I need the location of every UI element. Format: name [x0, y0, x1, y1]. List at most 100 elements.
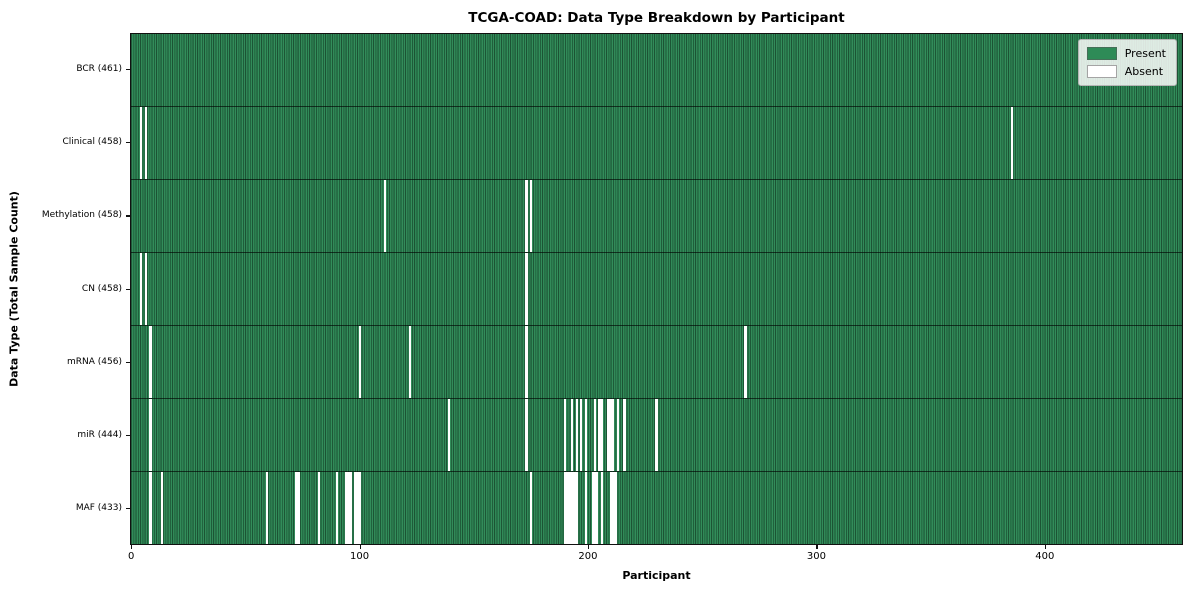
absent-stripe — [623, 399, 626, 471]
absent-stripe — [593, 399, 597, 471]
absent-stripe — [525, 253, 528, 325]
y-tick-label: CN (458) — [81, 283, 122, 294]
absent-stripe — [571, 472, 574, 544]
absent-stripe — [596, 472, 599, 544]
absent-stripe — [1011, 107, 1014, 179]
absent-stripe — [598, 399, 601, 471]
absent-stripe — [744, 326, 747, 398]
heatmap-row-MAF — [131, 472, 1182, 544]
absent-stripe — [160, 472, 163, 544]
x-tick-mark — [359, 545, 361, 549]
plot-area — [130, 33, 1183, 545]
x-tick-mark — [587, 545, 590, 549]
x-tick-mark — [1044, 545, 1046, 549]
x-tick-label: 400 — [1035, 551, 1055, 562]
y-tick-label: Clinical (458) — [62, 137, 122, 148]
absent-stripe — [345, 472, 348, 544]
absent-stripe — [149, 326, 152, 398]
absent-stripe — [571, 399, 574, 471]
absent-stripe — [358, 472, 362, 544]
absent-stripe — [529, 472, 533, 544]
absent-stripe — [525, 399, 528, 471]
absent-stripe — [140, 107, 143, 179]
absent-stripe — [612, 399, 615, 471]
absent-stripe — [566, 472, 569, 544]
legend-label: Present — [1124, 47, 1166, 60]
absent-stripe — [295, 472, 298, 544]
heatmap-row-Methylation — [131, 180, 1182, 253]
absent-stripe — [564, 472, 567, 544]
y-tick-label: MAF (433) — [75, 502, 122, 513]
y-tick-label: BCR (461) — [76, 64, 122, 75]
y-tick-mark — [126, 142, 130, 144]
absent-stripe — [525, 180, 528, 252]
x-axis-label: Participant — [622, 569, 691, 582]
heatmap-row-Clinical — [131, 107, 1182, 180]
absent-stripe — [347, 472, 350, 544]
absent-stripe — [568, 472, 571, 544]
x-tick-label: 300 — [806, 551, 826, 562]
heatmap-row-miR — [131, 399, 1182, 472]
absent-stripe — [349, 472, 353, 544]
absent-stripe — [297, 472, 300, 544]
absent-stripe — [575, 399, 578, 471]
x-tick-mark — [816, 545, 818, 549]
legend-entry-absent: Absent — [1086, 65, 1166, 78]
absent-stripe — [384, 180, 387, 252]
absent-stripe — [591, 472, 594, 544]
y-tick-mark — [126, 507, 130, 510]
absent-stripe — [140, 253, 143, 325]
absent-stripe — [525, 326, 528, 398]
heatmap-row-BCR — [131, 34, 1182, 107]
absent-stripe — [584, 472, 587, 544]
absent-stripe — [575, 472, 578, 544]
y-tick-mark — [126, 288, 130, 290]
absent-stripe — [600, 472, 603, 544]
absent-stripe — [607, 399, 610, 471]
absent-stripe — [655, 399, 658, 471]
x-tick-label: 0 — [127, 551, 135, 562]
absent-stripe — [447, 399, 451, 471]
legend: Present Absent — [1077, 39, 1177, 86]
absent-stripe — [593, 472, 597, 544]
absent-stripe — [616, 399, 619, 471]
legend-entry-present: Present — [1086, 47, 1166, 60]
absent-stripe — [149, 472, 152, 544]
absent-swatch-icon — [1086, 65, 1117, 78]
x-tick-label: 100 — [350, 551, 370, 562]
absent-stripe — [336, 472, 339, 544]
absent-stripe — [409, 326, 412, 398]
absent-stripe — [573, 472, 576, 544]
heatmap-row-CN — [131, 253, 1182, 326]
y-tick-mark — [126, 361, 130, 363]
y-tick-label: miR (444) — [77, 429, 122, 440]
y-tick-label: mRNA (456) — [67, 356, 122, 367]
chart-title: TCGA-COAD: Data Type Breakdown by Partic… — [468, 10, 845, 26]
absent-stripe — [356, 472, 359, 544]
legend-label: Absent — [1124, 65, 1164, 78]
y-tick-label: Methylation (458) — [41, 210, 122, 221]
absent-stripe — [265, 472, 268, 544]
absent-stripe — [580, 399, 583, 471]
absent-stripe — [600, 399, 603, 471]
absent-stripe — [584, 399, 587, 471]
absent-stripe — [612, 472, 615, 544]
heatmap-row-mRNA — [131, 326, 1182, 399]
absent-stripe — [354, 472, 357, 544]
absent-stripe — [564, 399, 567, 471]
absent-stripe — [609, 472, 613, 544]
present-swatch-icon — [1086, 47, 1117, 60]
x-tick-label: 200 — [578, 551, 598, 562]
absent-stripe — [317, 472, 321, 544]
y-tick-mark — [126, 69, 130, 71]
absent-stripe — [609, 399, 613, 471]
y-tick-mark — [126, 434, 130, 436]
y-tick-mark — [126, 215, 130, 217]
absent-stripe — [149, 399, 152, 471]
absent-stripe — [614, 472, 617, 544]
absent-stripe — [529, 180, 533, 252]
absent-stripe — [144, 253, 147, 325]
x-tick-mark — [131, 545, 133, 549]
absent-stripe — [144, 107, 147, 179]
